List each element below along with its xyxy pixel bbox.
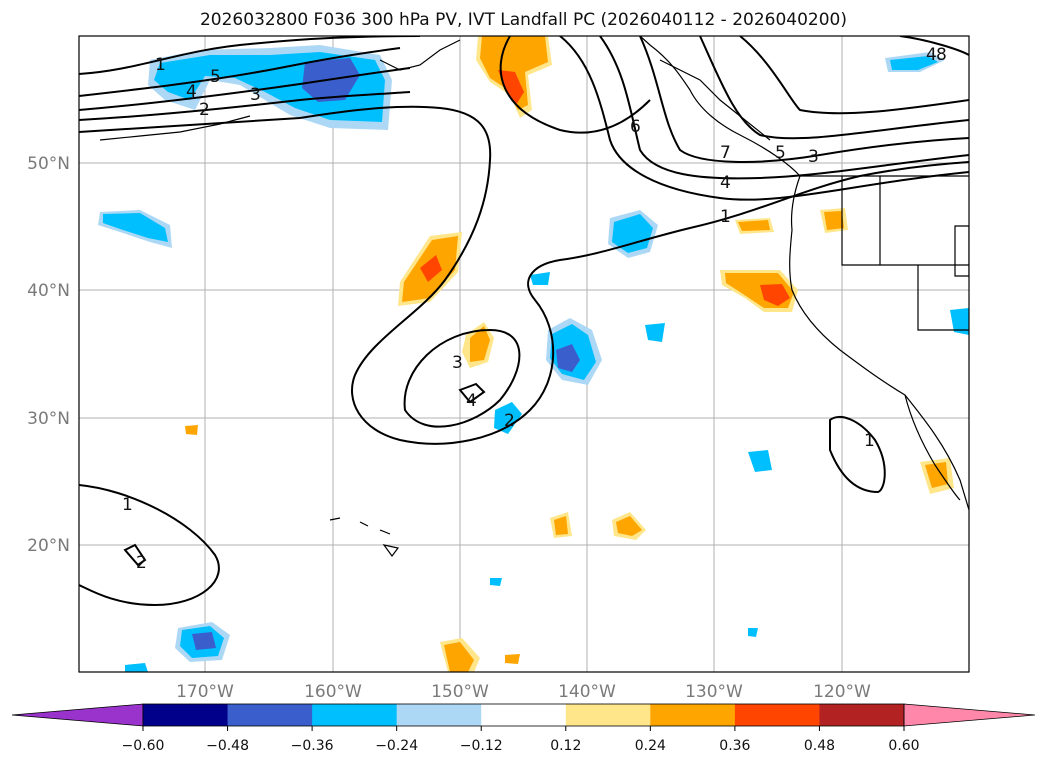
contour-label: 1 bbox=[864, 431, 875, 451]
contour-label: 1 bbox=[122, 495, 133, 515]
colorbar-segment bbox=[734, 704, 820, 726]
ivt-contours bbox=[79, 36, 969, 607]
colorbar-tick-label: 0.24 bbox=[635, 738, 666, 754]
colorbar-tick-label: −0.60 bbox=[122, 738, 165, 754]
contour-label: 2 bbox=[199, 100, 210, 120]
latitude-labels: 50°N 40°N 30°N 20°N bbox=[27, 154, 70, 556]
colorbar-segment bbox=[481, 704, 567, 726]
contour-label: 8 bbox=[936, 45, 947, 65]
coastline bbox=[99, 36, 969, 558]
colorbar-tick-label: −0.24 bbox=[375, 738, 418, 754]
longitude-labels: 170°W 160°W 150°W 140°W 130°W 120°W bbox=[176, 682, 871, 702]
gridlines bbox=[79, 36, 969, 672]
colorbar-extend-min bbox=[11, 703, 144, 727]
colorbar-ticks: −0.60 −0.48 −0.36 −0.24 −0.12 0.12 0.24 0.36 0.4… bbox=[122, 726, 920, 754]
colorbar-extend-max bbox=[903, 703, 1036, 727]
colorbar-segment bbox=[312, 704, 398, 726]
contour-label: 2 bbox=[504, 411, 515, 431]
contour-label: 4 bbox=[720, 173, 731, 193]
contour-label: 3 bbox=[250, 85, 261, 105]
contour-label: 7 bbox=[720, 143, 731, 163]
contour-label: 5 bbox=[210, 67, 221, 87]
lon-label-170w: 170°W bbox=[176, 682, 234, 702]
contour-label: 1 bbox=[155, 55, 166, 75]
colorbar-segment bbox=[227, 704, 313, 726]
colorbar-tick-label: −0.12 bbox=[460, 738, 503, 754]
colorbar-segment bbox=[396, 704, 482, 726]
colorbar-segment bbox=[143, 704, 229, 726]
colorbar-tick-label: −0.48 bbox=[206, 738, 249, 754]
colorbar-segment bbox=[650, 704, 736, 726]
lat-label-40n: 40°N bbox=[27, 281, 70, 301]
colorbar-segments bbox=[11, 703, 1036, 727]
contour-label: 1 bbox=[720, 207, 731, 227]
lon-label-160w: 160°W bbox=[304, 682, 362, 702]
map-area bbox=[79, 36, 969, 672]
lon-label-140w: 140°W bbox=[558, 682, 616, 702]
lon-label-130w: 130°W bbox=[685, 682, 743, 702]
colorbar-tick-label: 0.12 bbox=[550, 738, 581, 754]
colorbar-tick-label: −0.36 bbox=[291, 738, 334, 754]
colorbar: −0.60 −0.48 −0.36 −0.24 −0.12 0.12 0.24 0.36 0.4… bbox=[11, 703, 1036, 754]
lon-label-120w: 120°W bbox=[813, 682, 871, 702]
map-frame bbox=[78, 35, 970, 673]
lon-label-150w: 150°W bbox=[431, 682, 489, 702]
contour-label: 4 bbox=[466, 391, 477, 411]
contour-label: 4 bbox=[926, 45, 937, 65]
colorbar-segment bbox=[819, 704, 905, 726]
lat-label-20n: 20°N bbox=[27, 536, 70, 556]
colorbar-segment bbox=[565, 704, 651, 726]
contour-label: 5 bbox=[775, 143, 786, 163]
colorbar-frame bbox=[142, 703, 905, 727]
colorbar-tick-label: 0.36 bbox=[719, 738, 750, 754]
pv-negative-anomalies bbox=[98, 45, 969, 672]
contour-label: 4 bbox=[186, 82, 197, 102]
lat-label-30n: 30°N bbox=[27, 409, 70, 429]
contour-label: 2 bbox=[136, 553, 147, 573]
map-title: 2026032800 F036 300 hPa PV, IVT Landfall… bbox=[199, 10, 847, 30]
contour-label: 3 bbox=[808, 147, 819, 167]
contour-label: 6 bbox=[630, 117, 641, 137]
colorbar-tick-label: 0.60 bbox=[888, 738, 919, 754]
contour-label-group: 1 5 4 2 3 6 7 5 3 4 1 3 4 2 1 2 1 4 8 bbox=[122, 45, 947, 573]
colorbar-tick-label: 0.48 bbox=[804, 738, 835, 754]
contour-label: 3 bbox=[452, 353, 463, 373]
lat-label-50n: 50°N bbox=[27, 154, 70, 174]
pv-positive-anomalies bbox=[185, 36, 954, 672]
